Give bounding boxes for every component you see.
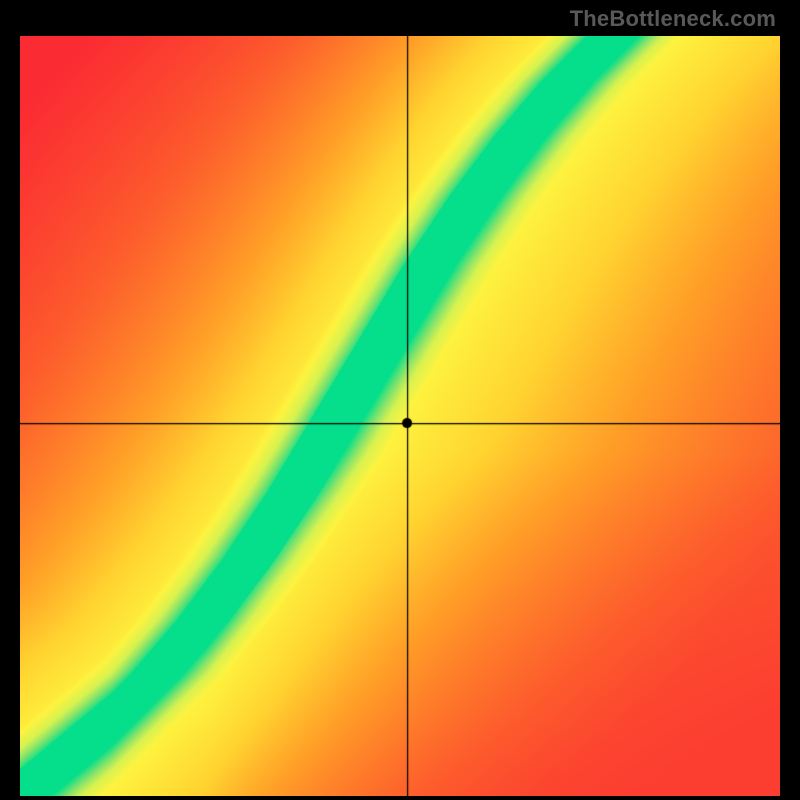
watermark-label: TheBottleneck.com [570,6,776,32]
bottleneck-heatmap [20,36,780,796]
